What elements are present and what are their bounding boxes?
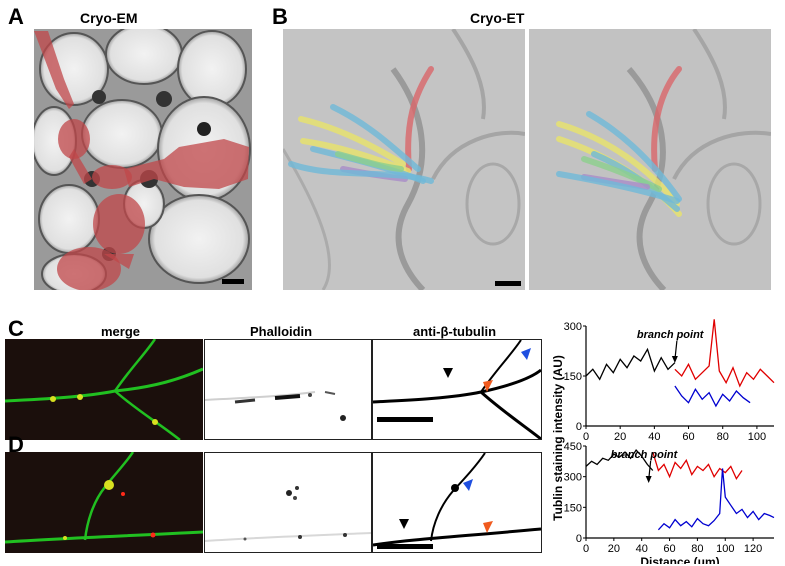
x-tick-label: 80 — [717, 431, 729, 443]
cryo-et-tomogram-right — [529, 29, 771, 290]
merge-image-d — [5, 452, 203, 553]
column-title-merge: merge — [101, 324, 141, 339]
x-tick-label: 40 — [648, 431, 660, 443]
y-tick-label: 450 — [564, 441, 582, 453]
cryo-em-micrograph — [34, 29, 252, 290]
x-tick-label: 120 — [744, 543, 762, 555]
x-tick-label: 40 — [636, 543, 648, 555]
series-line-1-2 — [657, 468, 775, 531]
x-tick-label: 60 — [663, 543, 675, 555]
x-tick-label: 20 — [608, 543, 620, 555]
tubulin-image-d — [372, 452, 542, 553]
x-tick-label: 60 — [682, 431, 694, 443]
charts-svg: 0 150 300 0 20 40 60 80 100 branch point Tublin st… — [552, 319, 775, 564]
series-line-0-0 — [585, 347, 676, 381]
intensity-profile-charts: 0 150 300 0 20 40 60 80 100 branch point Tublin st… — [552, 318, 782, 564]
cryo-et-tomogram-left — [283, 29, 525, 290]
branch-point-label: branch point — [611, 449, 679, 461]
panel-letter-a: A — [8, 4, 24, 29]
y-tick-label: 300 — [564, 321, 582, 333]
x-tick-label: 80 — [691, 543, 703, 555]
x-tick-label: 20 — [614, 431, 626, 443]
y-axis-label: Tublin staining intensity (AU) — [552, 355, 565, 521]
y-tick-label: 0 — [576, 421, 582, 433]
orange-arrowhead-d — [483, 521, 493, 533]
red-neurite-overlay — [34, 31, 249, 290]
x-tick-label: 0 — [583, 543, 589, 555]
y-tick-label: 0 — [576, 533, 582, 545]
panel-letter-d: D — [8, 432, 24, 457]
panel-a-title: Cryo-EM — [80, 10, 138, 26]
x-tick-label: 0 — [583, 431, 589, 443]
scale-bar-c — [377, 417, 433, 422]
orange-arrowhead-c — [483, 380, 493, 392]
blue-arrowhead-c — [521, 348, 531, 360]
branch-point-arrowhead — [671, 356, 678, 363]
black-arrowhead-d — [399, 519, 409, 529]
black-arrowhead-c — [443, 368, 453, 378]
branch-point-label: branch point — [637, 329, 705, 341]
phalloidin-image-d — [204, 452, 372, 553]
tubulin-image-c — [372, 339, 542, 440]
y-tick-label: 150 — [564, 371, 582, 383]
x-tick-label: 100 — [748, 431, 766, 443]
branch-point-arrowhead — [645, 476, 652, 483]
panel-b-title: Cryo-ET — [470, 10, 525, 26]
series-line-1-0 — [585, 449, 654, 471]
blue-arrowhead-d — [463, 479, 473, 491]
phalloidin-image-c — [204, 339, 372, 440]
column-title-phalloidin: Phalloidin — [250, 324, 313, 339]
scale-bar-d — [377, 544, 433, 549]
series-line-0-1 — [674, 319, 775, 388]
merge-image-c — [5, 339, 203, 440]
column-title-anti-tubulin: anti-β-tubulin — [413, 324, 497, 339]
y-tick-label: 150 — [564, 502, 582, 514]
panel-letter-b: B — [272, 4, 288, 29]
series-line-0-2 — [674, 385, 751, 408]
series-line-1-1 — [652, 451, 743, 481]
x-axis-label: Distance (μm) — [640, 555, 719, 564]
x-tick-label: 100 — [716, 543, 734, 555]
panel-letter-c: C — [8, 316, 24, 341]
y-tick-label: 300 — [564, 472, 582, 484]
